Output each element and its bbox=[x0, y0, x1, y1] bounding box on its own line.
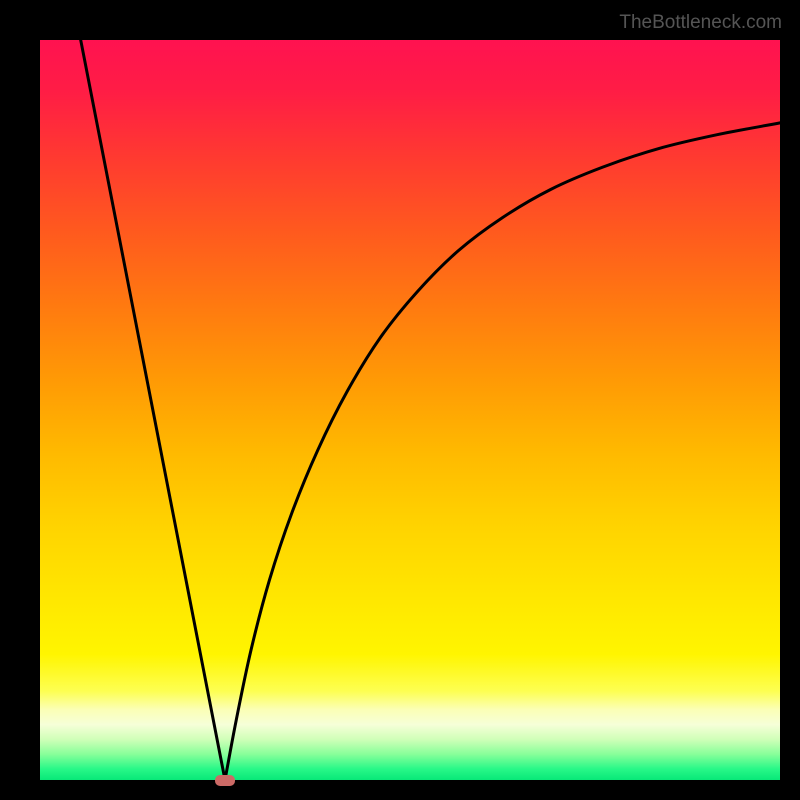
curve-right-branch bbox=[225, 123, 780, 780]
plot-area bbox=[40, 40, 780, 780]
curve-left-branch bbox=[81, 40, 225, 780]
minimum-marker bbox=[215, 775, 235, 786]
bottleneck-curve bbox=[40, 40, 780, 780]
chart-container: TheBottleneck.com bbox=[0, 0, 800, 800]
watermark-label: TheBottleneck.com bbox=[619, 12, 782, 34]
